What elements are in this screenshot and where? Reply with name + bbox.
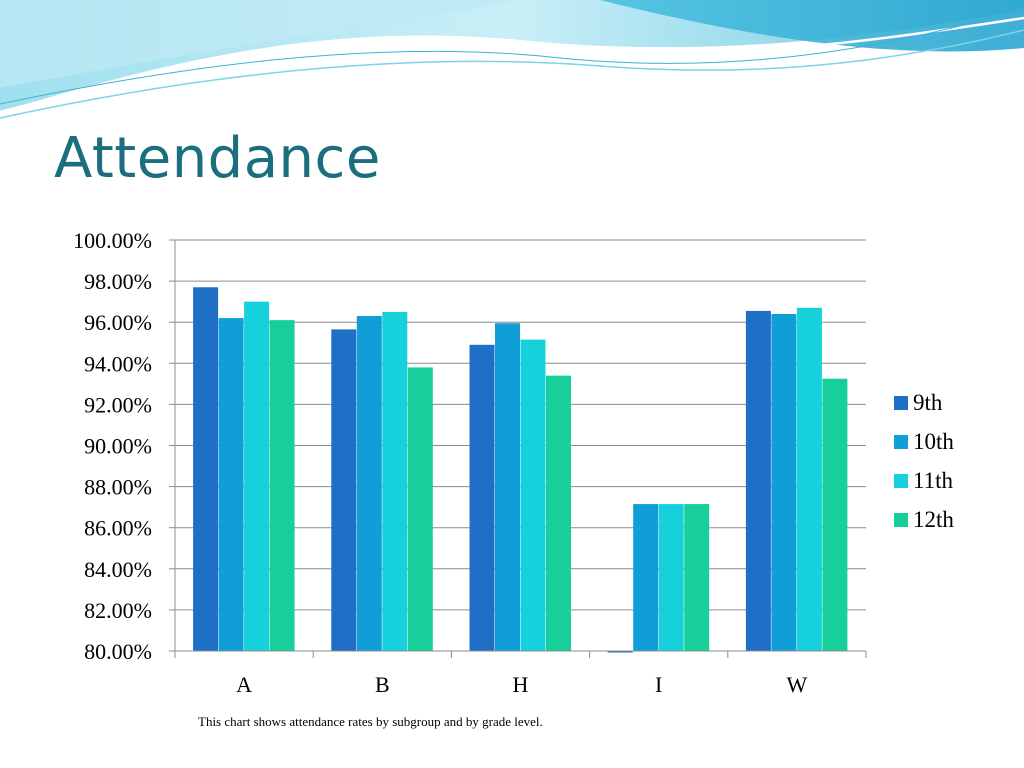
legend-swatch-10th	[894, 435, 908, 449]
bar-w-11th	[796, 307, 822, 651]
legend-label-12th: 12th	[913, 507, 954, 532]
y-tick-label: 88.00%	[84, 475, 152, 500]
x-tick-label: B	[375, 672, 390, 697]
y-tick-label: 98.00%	[84, 269, 152, 294]
bar-h-11th	[520, 339, 546, 651]
y-tick-label: 96.00%	[84, 310, 152, 335]
bar-h-10th	[495, 323, 520, 651]
y-tick-label: 80.00%	[84, 639, 152, 664]
bar-i-12th	[684, 504, 710, 651]
bar-w-9th	[745, 310, 771, 651]
x-tick-label: I	[655, 672, 662, 697]
y-tick-label: 94.00%	[84, 351, 152, 376]
bar-i-11th	[658, 504, 684, 651]
x-tick-label: A	[236, 672, 252, 697]
slide-title: Attendance	[54, 126, 381, 191]
y-tick-label: 100.00%	[73, 228, 152, 253]
decorative-wave-banner	[0, 0, 1024, 119]
bar-h-9th	[469, 344, 495, 651]
y-tick-label: 86.00%	[84, 516, 152, 541]
y-tick-label: 92.00%	[84, 392, 152, 417]
bar-a-11th	[244, 301, 270, 651]
bar-b-10th	[356, 316, 382, 651]
bar-b-11th	[382, 311, 408, 651]
bar-h-12th	[546, 375, 571, 651]
x-tick-label: H	[513, 672, 529, 697]
bar-b-12th	[407, 367, 433, 651]
legend-swatch-9th	[894, 396, 908, 410]
bar-a-9th	[193, 287, 219, 651]
chart-caption: This chart shows attendance rates by sub…	[198, 714, 543, 729]
legend-label-9th: 9th	[913, 390, 943, 415]
legend-label-10th: 10th	[913, 429, 954, 454]
bar-a-10th	[218, 318, 244, 651]
y-tick-label: 90.00%	[84, 434, 152, 459]
y-tick-label: 84.00%	[84, 557, 152, 582]
bar-i-10th	[633, 504, 659, 651]
legend-swatch-12th	[894, 513, 908, 527]
bar-b-9th	[331, 329, 357, 651]
bar-a-12th	[269, 320, 295, 651]
x-tick-label: W	[787, 672, 808, 697]
y-tick-label: 82.00%	[84, 598, 152, 623]
legend-label-11th: 11th	[913, 468, 954, 493]
legend-swatch-11th	[894, 474, 908, 488]
bar-w-12th	[822, 378, 848, 651]
bar-w-10th	[771, 313, 797, 651]
bar-i-9th	[607, 651, 633, 653]
